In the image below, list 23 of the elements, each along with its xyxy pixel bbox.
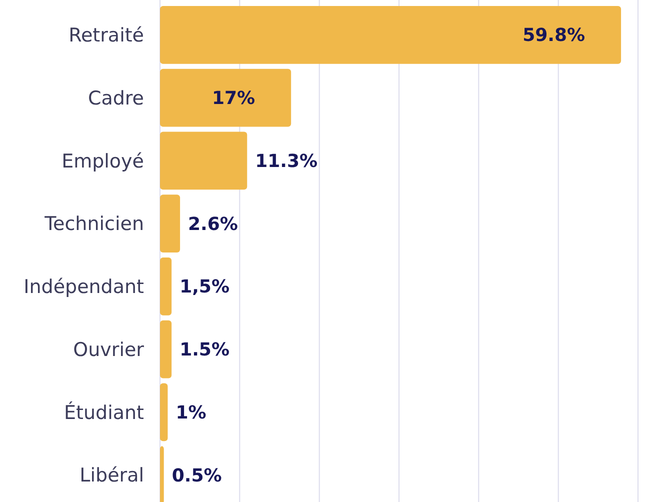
y-tick-label: Ouvrier — [73, 338, 144, 361]
data-label: 1% — [176, 402, 206, 424]
y-tick-label: Technicien — [44, 213, 144, 236]
bar — [160, 132, 248, 190]
y-tick-label: Cadre — [88, 87, 144, 110]
data-label: 1.5% — [180, 340, 230, 361]
data-label: 59.8% — [522, 25, 586, 46]
bar — [160, 258, 172, 316]
data-label: 2.6% — [188, 214, 238, 235]
bar — [160, 320, 172, 378]
y-tick-label: Employé — [62, 150, 144, 172]
bar — [160, 383, 168, 442]
data-label: 17% — [212, 88, 256, 110]
y-tick-label: Libéral — [80, 464, 144, 487]
data-label: 11.3% — [255, 150, 318, 172]
y-tick-label: Étudiant — [64, 400, 144, 424]
data-label: 1,5% — [180, 276, 230, 298]
y-tick-label: Indépendant — [24, 276, 144, 298]
bar — [160, 68, 292, 127]
y-tick-label: Retraité — [68, 24, 144, 47]
bar — [160, 194, 180, 252]
data-label: 0.5% — [172, 465, 222, 486]
bar — [160, 6, 622, 64]
